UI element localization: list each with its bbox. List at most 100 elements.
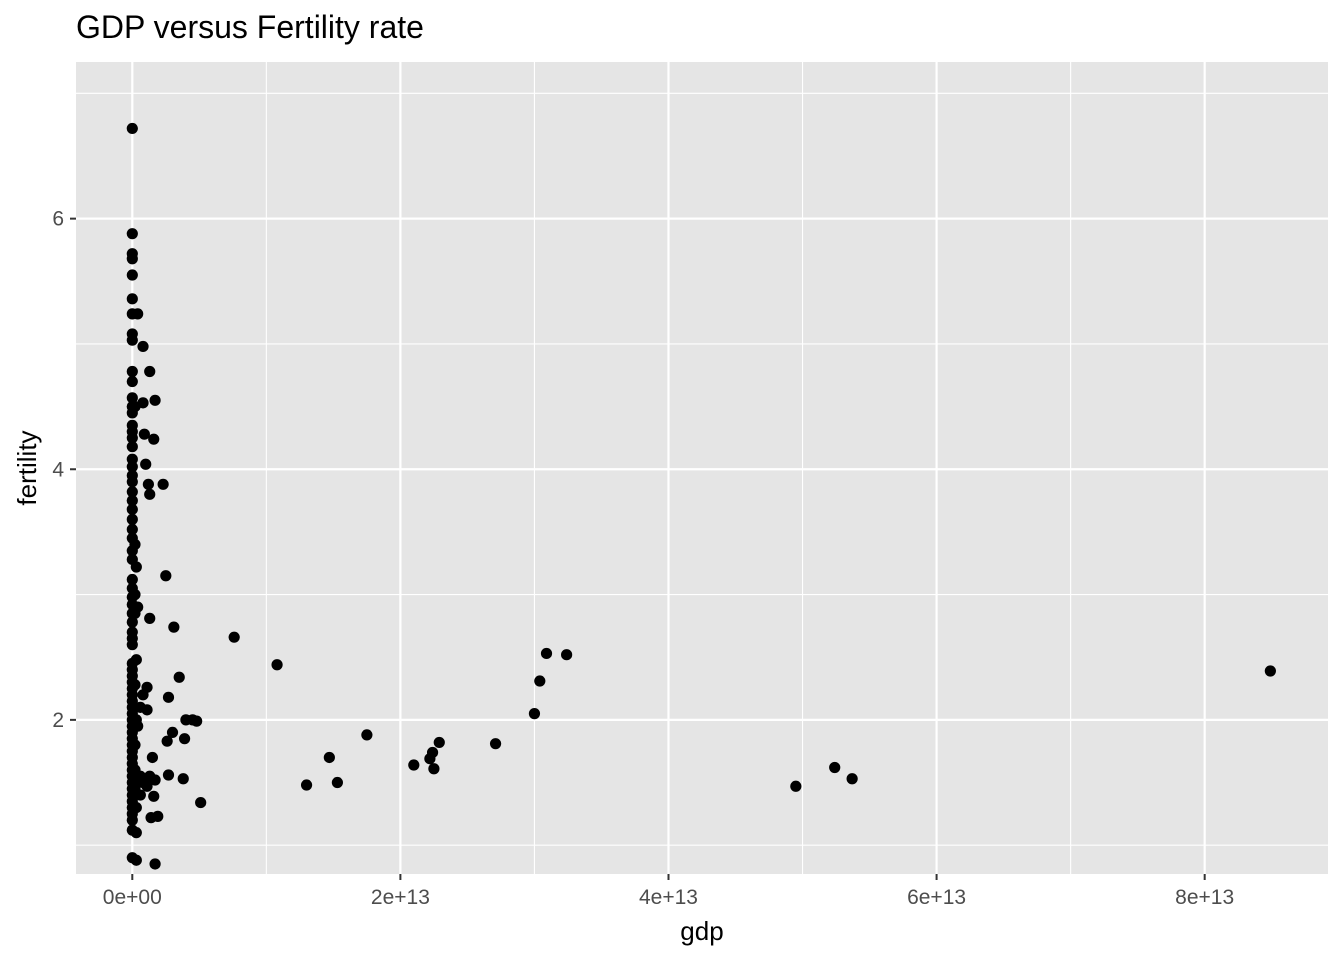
- data-point: [300, 779, 313, 791]
- data-point: [132, 720, 144, 732]
- data-point: [126, 122, 138, 135]
- data-point: [148, 433, 160, 445]
- y-tick-label: 2: [52, 709, 64, 732]
- data-point: [140, 458, 152, 470]
- data-point: [846, 773, 858, 785]
- data-point: [138, 428, 150, 440]
- data-point: [137, 397, 149, 409]
- data-point: [129, 739, 141, 751]
- plot-panel: [76, 62, 1328, 874]
- data-point: [534, 675, 546, 687]
- data-point: [144, 612, 156, 624]
- data-point: [126, 432, 138, 444]
- data-point: [126, 228, 138, 240]
- data-point: [162, 769, 175, 781]
- data-point: [126, 573, 138, 586]
- data-point: [130, 854, 142, 866]
- data-point: [126, 365, 138, 378]
- data-point: [1264, 665, 1276, 677]
- y-tick-label: 6: [52, 208, 64, 231]
- data-point: [126, 616, 138, 628]
- x-tick-label: 0e+00: [103, 886, 162, 909]
- x-axis: 0e+00 2e+13 4e+13 6e+13 8e+13: [103, 874, 1234, 909]
- data-point: [126, 253, 138, 265]
- data-point: [141, 704, 153, 716]
- data-point: [271, 659, 283, 671]
- x-tick-label: 8e+13: [1175, 886, 1234, 909]
- y-tick-label: 4: [52, 458, 64, 481]
- data-point: [146, 751, 159, 764]
- minor-gridlines: [76, 62, 1328, 874]
- data-point: [126, 814, 138, 826]
- data-point: [168, 621, 180, 633]
- data-point: [178, 733, 191, 745]
- data-point: [173, 671, 185, 683]
- data-point: [126, 441, 138, 453]
- data-point: [126, 486, 138, 498]
- data-point: [323, 751, 335, 764]
- data-points: [126, 122, 1276, 870]
- data-point: [126, 334, 138, 346]
- data-point: [177, 773, 189, 785]
- data-point: [195, 796, 207, 809]
- data-point: [126, 503, 138, 515]
- data-point: [141, 681, 153, 693]
- y-axis: 2 4 6: [52, 208, 76, 732]
- x-axis-title: gdp: [680, 916, 723, 946]
- data-point: [829, 761, 841, 774]
- data-point: [132, 601, 144, 613]
- data-point: [129, 538, 141, 551]
- data-point: [126, 494, 138, 507]
- data-point: [126, 461, 138, 473]
- data-point: [561, 649, 573, 661]
- data-point: [433, 736, 445, 749]
- data-point: [162, 691, 175, 703]
- x-tick-label: 4e+13: [639, 886, 698, 909]
- data-point: [489, 738, 502, 750]
- data-point: [126, 293, 138, 305]
- data-point: [148, 790, 160, 802]
- data-point: [361, 729, 373, 741]
- data-point: [152, 810, 164, 822]
- data-point: [142, 478, 154, 490]
- data-point: [331, 776, 343, 789]
- data-point: [149, 774, 161, 786]
- data-point: [137, 340, 149, 353]
- data-point: [129, 679, 141, 691]
- data-point: [191, 715, 203, 727]
- data-point: [528, 708, 541, 720]
- data-point: [144, 365, 156, 378]
- data-point: [126, 392, 138, 404]
- data-point: [126, 269, 138, 281]
- y-axis-title: fertility: [12, 430, 42, 505]
- x-tick-label: 2e+13: [371, 886, 430, 909]
- data-point: [426, 746, 439, 759]
- data-point: [130, 561, 142, 573]
- data-point: [134, 789, 146, 801]
- data-point: [132, 308, 144, 320]
- data-point: [130, 654, 142, 666]
- data-point: [228, 631, 240, 643]
- data-point: [130, 827, 142, 839]
- data-point: [790, 780, 802, 792]
- data-point: [126, 513, 138, 525]
- data-point: [161, 735, 173, 747]
- data-point: [540, 647, 553, 660]
- chart-title: GDP versus Fertility rate: [76, 9, 424, 45]
- data-point: [157, 478, 169, 490]
- x-tick-label: 6e+13: [907, 886, 966, 909]
- major-gridlines: [76, 62, 1328, 874]
- data-point: [149, 858, 161, 870]
- data-point: [126, 523, 138, 536]
- data-point: [126, 476, 138, 488]
- data-point: [130, 801, 142, 814]
- data-point: [408, 759, 420, 771]
- data-point: [160, 570, 172, 582]
- data-point: [144, 488, 156, 500]
- data-point: [141, 780, 153, 792]
- data-point: [166, 726, 179, 739]
- data-point: [126, 639, 138, 651]
- data-point: [126, 375, 138, 388]
- data-point: [428, 763, 440, 775]
